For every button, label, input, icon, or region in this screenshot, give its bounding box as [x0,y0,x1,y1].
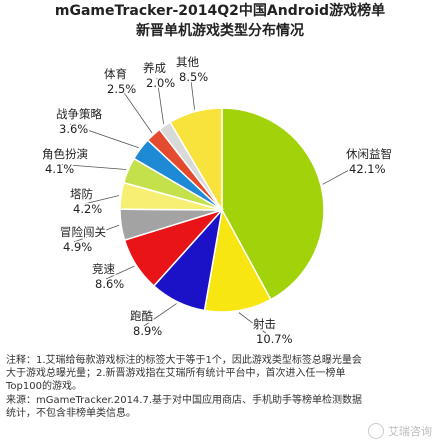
slice-value-label: 2.0% [146,76,175,90]
chart-title: mGameTracker-2014Q2中国Android游戏榜单 [54,3,386,19]
slice-name-label: 休闲益智 [346,147,392,161]
slice-name-label: 塔防 [70,187,93,201]
watermark-text: 艾瑞咨询 [388,425,432,438]
slice-name-label: 战争策略 [56,107,102,121]
slice-value-label: 8.6% [95,277,124,291]
slice-name-label: 跑酷 [130,309,153,323]
slice-value-label: 8.9% [133,324,162,338]
leader-line [73,224,120,243]
slice-value-label: 10.7% [256,332,293,346]
slice-name-label: 体育 [104,67,127,81]
pie-slice [221,107,325,301]
slice-value-label: 4.1% [45,162,74,176]
pie-slice [169,107,223,213]
leader-line [189,71,195,110]
slice-name-label: 角色扮演 [42,147,88,161]
leader-line [143,303,177,327]
slice-value-label: 4.2% [73,202,102,216]
slice-name-label: 冒险闯关 [60,225,106,239]
leader-line [117,83,153,134]
source-line-1: 来源：mGameTracker.2014.7.基于对中国应用商店、手机助手等榜单… [6,395,363,406]
slice-name-label: 其他 [176,55,199,69]
leader-line [105,265,135,280]
slice-value-label: 3.6% [59,122,88,136]
pie-chart: 休闲益智42.1%射击10.7%跑酷8.9%竞速8.6%冒险闯关4.9%塔防4.… [41,54,394,348]
pie-slice [203,207,272,313]
note-line-3: Top100的游戏。 [6,381,82,392]
leader-line [83,195,120,205]
note-line-2: 大于游戏总曝光量；2.新晋游戏指在艾瑞所有统计平台中，首次进入任一榜单 [6,368,346,379]
leader-lines [55,71,361,335]
pie-slices [119,107,325,313]
source-line-2: 统计，不包含非榜单类信息。 [6,408,136,419]
slice-value-label: 8.5% [179,70,208,84]
note-line-1: 注释：1.艾瑞给每款游戏标注的标签大于等于1个，因此游戏类型标签总曝光量会 [6,355,362,366]
slice-name-label: 竞速 [92,262,115,276]
chart-notes: 注释：1.艾瑞给每款游戏标注的标签大于等于1个，因此游戏类型标签总曝光量会 大于… [6,354,434,393]
leader-line [69,123,139,149]
leader-line [322,163,361,185]
slice-name-label: 射击 [253,317,276,331]
leader-line [156,77,164,125]
watermark: 艾瑞咨询 [368,423,432,439]
chart-subtitle: 新晋单机游戏类型分布情况 [136,23,304,39]
slice-labels: 休闲益智42.1%射击10.7%跑酷8.9%竞速8.6%冒险闯关4.9%塔防4.… [41,54,394,348]
leader-line [238,312,268,335]
leader-line [55,163,127,170]
slice-value-label: 2.5% [107,82,136,96]
slice-value-label: 42.1% [349,162,386,176]
slice-value-label: 4.9% [63,240,92,254]
wechat-logo-icon [368,423,384,439]
slice-name-label: 养成 [143,61,166,75]
chart-source: 来源：mGameTracker.2014.7.基于对中国应用商店、手机助手等榜单… [6,394,434,420]
